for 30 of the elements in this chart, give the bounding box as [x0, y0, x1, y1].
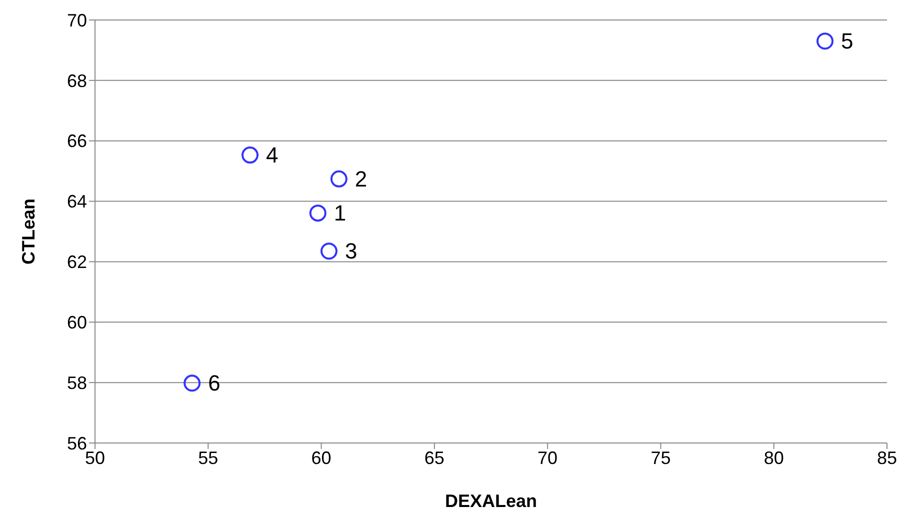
- x-tick-label: 75: [650, 448, 671, 468]
- x-tick-label: 85: [876, 448, 898, 468]
- y-tick-label: 58: [66, 372, 87, 393]
- y-tick-label: 66: [66, 131, 87, 152]
- point: [816, 32, 834, 50]
- x-tick-label: 65: [424, 448, 444, 468]
- x-tick-label: 70: [538, 448, 558, 468]
- x-tick-label: 60: [311, 448, 332, 468]
- x-axis-title: DEXALean: [444, 491, 538, 511]
- x-tick-label: 80: [764, 448, 784, 468]
- point: [242, 146, 259, 164]
- y-tick-label: 64: [66, 192, 87, 212]
- point: [330, 170, 348, 188]
- y-tick-label: 62: [66, 252, 87, 272]
- point: [184, 374, 201, 392]
- annotation: 1: [334, 200, 346, 226]
- annotation: 6: [208, 370, 220, 396]
- point: [309, 204, 326, 222]
- y-axis-title: CTLean: [18, 198, 38, 265]
- annotation: 5: [841, 28, 854, 54]
- x-tick-label: 55: [198, 448, 218, 468]
- annotation: 2: [354, 166, 368, 192]
- annotation: 4: [266, 142, 278, 168]
- y-tick-label: 68: [66, 70, 87, 91]
- point: [320, 242, 338, 260]
- y-tick-label: 56: [66, 433, 87, 454]
- x-tick-label: 50: [84, 448, 106, 468]
- y-tick-label: 60: [66, 312, 87, 333]
- y-tick-label: 70: [66, 10, 87, 30]
- annotation: 3: [344, 238, 358, 264]
